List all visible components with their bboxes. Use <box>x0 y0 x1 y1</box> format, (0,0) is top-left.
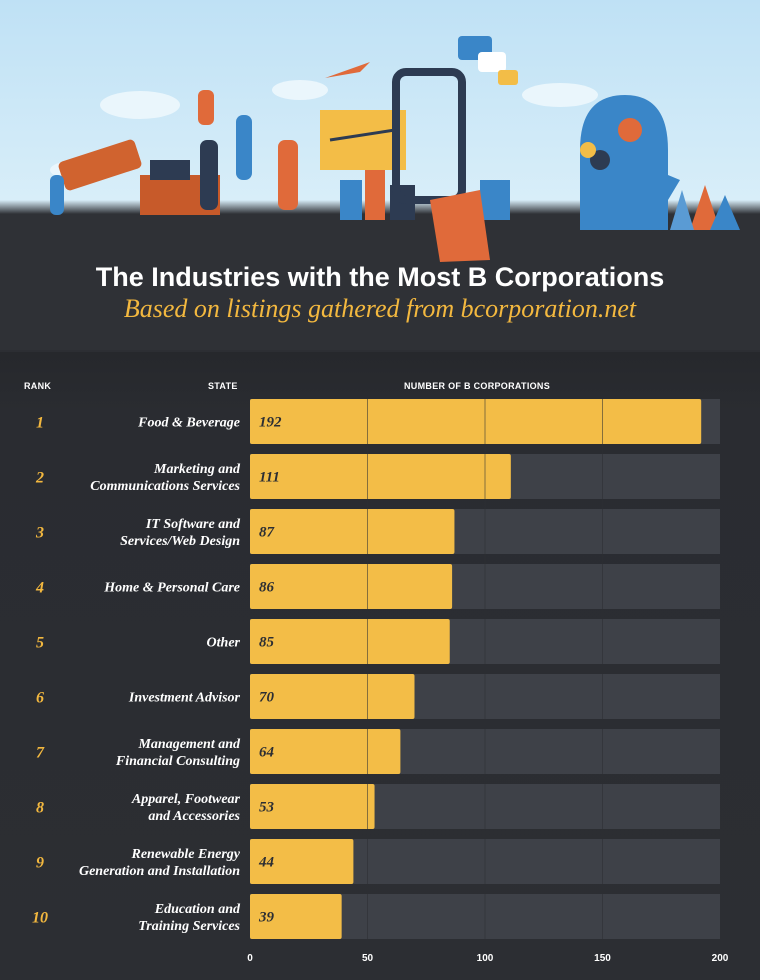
building-icon <box>480 180 510 220</box>
rank-label: 9 <box>36 855 44 872</box>
person-icon <box>198 90 214 125</box>
category-label: Communications Services <box>90 479 240 494</box>
bar <box>250 619 450 664</box>
rank-label: 6 <box>36 690 44 707</box>
rank-label: 7 <box>36 745 45 762</box>
value-label: 70 <box>259 690 275 706</box>
category-label: Other <box>207 636 241 651</box>
hand-icon <box>430 190 490 262</box>
x-tick-label: 200 <box>712 953 729 964</box>
value-label: 85 <box>259 635 275 651</box>
rank-label: 2 <box>35 470 44 487</box>
chat-bubble-icon <box>498 70 518 85</box>
rank-column-header: RANK <box>24 381 52 391</box>
gear-icon <box>618 118 642 142</box>
rank-label: 4 <box>35 580 44 597</box>
rank-label: 1 <box>36 415 44 432</box>
category-label: Home & Personal Care <box>103 581 240 596</box>
bar <box>250 399 702 444</box>
value-label: 53 <box>259 800 275 816</box>
value-label: 44 <box>258 855 275 871</box>
value-label: 64 <box>259 745 275 761</box>
value-label: 39 <box>258 910 275 926</box>
phone-icon <box>392 68 466 204</box>
bar <box>250 454 511 499</box>
illustration-svg <box>50 36 740 262</box>
page-subtitle: Based on listings gathered from bcorpora… <box>123 294 637 323</box>
bar <box>250 894 342 939</box>
airplane-icon <box>325 62 370 78</box>
person-icon <box>278 140 298 210</box>
chat-bubble-icon <box>478 52 506 72</box>
tree-icon <box>710 195 740 230</box>
cloud-icon <box>522 83 598 107</box>
rank-label: 5 <box>36 635 44 652</box>
bar <box>250 839 354 884</box>
category-label: Generation and Installation <box>79 864 240 879</box>
category-label: Renewable Energy <box>131 847 241 862</box>
gear-icon <box>590 150 610 170</box>
bar <box>250 784 375 829</box>
category-label: and Accessories <box>148 809 240 824</box>
hero-illustration: The Industries with the Most B Corporati… <box>0 0 760 350</box>
building-icon <box>365 170 385 220</box>
x-tick-label: 50 <box>362 953 374 964</box>
tree-icon <box>670 190 694 230</box>
rank-label: 10 <box>32 910 48 927</box>
value-label: 86 <box>259 580 275 596</box>
number-column-header: NUMBER OF B CORPORATIONS <box>404 381 551 391</box>
block-icon <box>150 160 190 180</box>
category-label: Services/Web Design <box>120 534 240 549</box>
state-column-header: STATE <box>208 381 238 391</box>
category-label: Financial Consulting <box>115 754 240 769</box>
category-label: Marketing and <box>153 462 241 477</box>
gear-icon <box>580 142 596 158</box>
category-label: Investment Advisor <box>128 691 241 706</box>
tree-icon <box>690 185 720 230</box>
category-label: Apparel, Footwear <box>131 792 241 807</box>
x-tick-label: 0 <box>247 953 253 964</box>
x-tick-label: 100 <box>477 953 494 964</box>
category-label: IT Software and <box>145 517 241 532</box>
cloud-icon <box>100 91 180 119</box>
bar <box>250 729 401 774</box>
x-tick-label: 150 <box>594 953 611 964</box>
category-label: Food & Beverage <box>137 416 240 431</box>
person-icon <box>236 115 252 180</box>
head-gears-icon <box>580 95 680 230</box>
building-icon <box>340 180 362 220</box>
category-label: Education and <box>154 902 241 917</box>
value-label: 111 <box>259 470 280 486</box>
scales-icon <box>329 128 396 142</box>
page-title: The Industries with the Most B Corporati… <box>95 262 665 292</box>
bar <box>250 509 455 554</box>
bar <box>250 674 415 719</box>
value-label: 87 <box>259 525 275 541</box>
person-icon <box>200 140 218 210</box>
rank-label: 3 <box>35 525 44 542</box>
value-label: 192 <box>259 415 282 431</box>
category-label: Management and <box>137 737 241 752</box>
bar <box>250 564 453 609</box>
rank-label: 8 <box>36 800 44 817</box>
category-label: Training Services <box>138 919 240 934</box>
person-icon <box>50 175 64 215</box>
cloud-icon <box>272 80 328 100</box>
block-icon <box>58 139 142 191</box>
